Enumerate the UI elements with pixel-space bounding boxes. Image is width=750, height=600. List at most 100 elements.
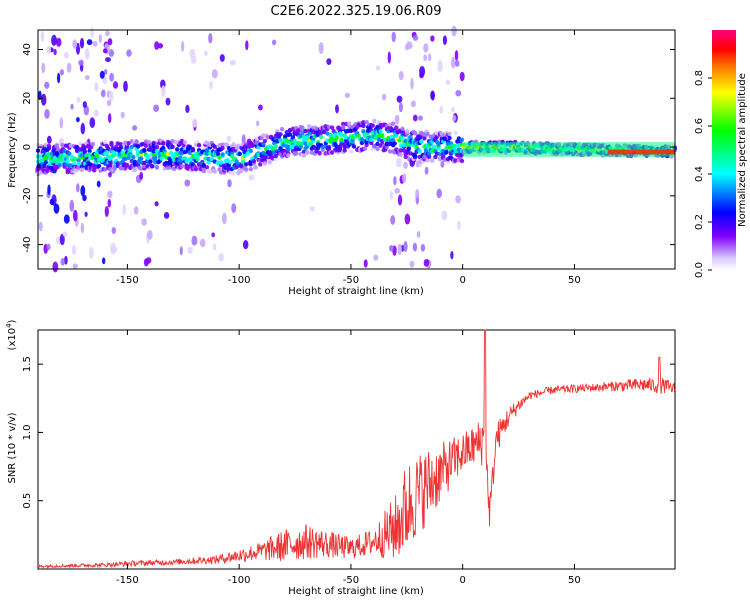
spectrogram-blob bbox=[450, 251, 454, 260]
colorbar-tick-label: 0.0 bbox=[694, 262, 705, 278]
spectrogram-blob bbox=[90, 26, 94, 39]
spectrogram-blob bbox=[109, 140, 114, 146]
spectrogram-blob bbox=[254, 139, 260, 144]
spectrogram-blob bbox=[132, 125, 138, 131]
spectrogram-blob bbox=[426, 154, 432, 159]
spectrogram-blob bbox=[143, 143, 149, 148]
spectrogram-blob bbox=[99, 158, 105, 164]
spectrogram-blob bbox=[245, 151, 250, 156]
spectrogram-blob bbox=[394, 187, 400, 194]
spectrogram-blob bbox=[196, 143, 202, 148]
spectrogram-blob bbox=[412, 242, 418, 252]
spectrogram-blob bbox=[193, 167, 199, 172]
spectrogram-blob bbox=[163, 211, 170, 219]
spectrogram-blob bbox=[201, 168, 206, 174]
spectrogram-blob bbox=[412, 114, 418, 122]
spectrogram-blob bbox=[100, 89, 106, 98]
spectrogram-blob bbox=[211, 232, 216, 238]
spectrogram-blob bbox=[102, 48, 108, 54]
spectrogram-blob bbox=[208, 33, 213, 44]
spectrogram-blob bbox=[47, 184, 51, 195]
spectrogram-blob bbox=[64, 255, 68, 265]
spectrogram-blob bbox=[108, 113, 112, 124]
spectrogram-blob bbox=[273, 144, 278, 149]
spectrogram-blob bbox=[72, 39, 77, 49]
spectrogram-blob bbox=[300, 131, 305, 136]
colorbar-gradient bbox=[712, 30, 736, 270]
spectrogram-blob bbox=[71, 161, 77, 167]
spectrogram-ytick-label: -20 bbox=[22, 188, 33, 204]
spectrogram-blob bbox=[185, 104, 190, 114]
spectrogram-blob bbox=[79, 167, 85, 172]
spectrogram-blob bbox=[170, 144, 175, 149]
spectrogram-blob bbox=[459, 71, 465, 82]
spectrogram-blob bbox=[204, 147, 210, 153]
spectrogram-blob bbox=[267, 160, 272, 165]
snr-exponent-prefix: (x10 bbox=[7, 328, 18, 351]
spectrogram-blob bbox=[118, 145, 124, 150]
spectrogram-blob bbox=[412, 131, 418, 136]
spectrogram-blob bbox=[132, 167, 138, 172]
spectrogram-blob bbox=[287, 132, 293, 137]
spectrogram-blob bbox=[404, 213, 411, 225]
spectrogram-blob bbox=[201, 163, 206, 168]
spectrogram-blob bbox=[108, 90, 114, 102]
spectrogram-blob bbox=[78, 59, 84, 66]
spectrogram-blob bbox=[103, 68, 108, 75]
spectrogram-blob bbox=[106, 146, 111, 151]
spectrogram-blob bbox=[154, 201, 159, 207]
spectrogram-blob bbox=[417, 149, 422, 154]
spectrogram-ylabel: Frequency (Hz) bbox=[7, 112, 18, 188]
spectrogram-blob bbox=[294, 151, 299, 156]
spectrogram-blob bbox=[46, 145, 52, 151]
colorbar: 0.0 0.2 0.4 0.6 0.8 Normalized spectral ampl… bbox=[694, 30, 748, 278]
spectrogram-blob bbox=[109, 72, 114, 82]
spectrogram-blob bbox=[104, 150, 110, 155]
spectrogram-blob bbox=[239, 168, 244, 173]
spectrogram-blob bbox=[99, 70, 105, 79]
spectrogram-blob bbox=[436, 142, 441, 147]
spectrogram-blob bbox=[106, 99, 112, 107]
snr-ticks: -150 -100 -50 0 50 0.5 1.0 1.5 bbox=[22, 330, 675, 586]
spectrogram-blob bbox=[405, 129, 410, 134]
spectrogram-blob bbox=[52, 261, 59, 273]
spectrogram-ytick-label: 20 bbox=[22, 92, 33, 105]
spectrogram-blob bbox=[390, 215, 396, 225]
spectrogram-blob bbox=[86, 39, 93, 46]
spectrogram-blob bbox=[92, 168, 97, 173]
spectrogram-blob bbox=[430, 90, 435, 101]
spectrogram-blob bbox=[372, 118, 377, 124]
spectrogram-blob bbox=[262, 161, 268, 166]
spectrogram-blob bbox=[243, 167, 249, 172]
spectrogram-blob bbox=[59, 69, 65, 76]
spectrogram-blob bbox=[112, 81, 119, 89]
spectrogram-band-peak bbox=[607, 149, 675, 155]
spectrogram-blob bbox=[80, 122, 86, 135]
spectrogram-blob bbox=[375, 65, 381, 71]
spectrogram-blob bbox=[273, 153, 278, 159]
spectrogram-blob bbox=[108, 49, 114, 58]
spectrogram-blob bbox=[304, 150, 310, 156]
spectrogram-blob bbox=[199, 238, 206, 248]
spectrogram-blob bbox=[118, 142, 124, 147]
spectrogram-blob bbox=[157, 43, 164, 49]
spectrogram-blob bbox=[245, 40, 249, 51]
spectrogram-blob bbox=[433, 154, 438, 160]
spectrogram-blob bbox=[195, 157, 200, 162]
spectrogram-blob bbox=[409, 260, 415, 268]
spectrogram-blob bbox=[403, 154, 408, 160]
spectrogram-blob bbox=[82, 149, 88, 154]
spectrogram-blob bbox=[153, 104, 160, 112]
spectrogram-blob bbox=[41, 62, 46, 74]
spectrogram-blob bbox=[363, 259, 368, 268]
spectrogram-blob bbox=[258, 104, 263, 111]
spectrogram-blob bbox=[419, 139, 424, 144]
chart-title: C2E6.2022.325.19.06.R09 bbox=[270, 4, 441, 19]
spectrogram-blob bbox=[161, 85, 166, 97]
spectrogram-blob bbox=[459, 137, 465, 142]
colorbar-tick-label: 0.6 bbox=[694, 118, 705, 134]
spectrogram-blob bbox=[220, 152, 225, 157]
spectrogram-blob bbox=[455, 89, 462, 97]
spectrogram-blob bbox=[179, 164, 185, 169]
spectrogram-blob bbox=[251, 158, 257, 164]
